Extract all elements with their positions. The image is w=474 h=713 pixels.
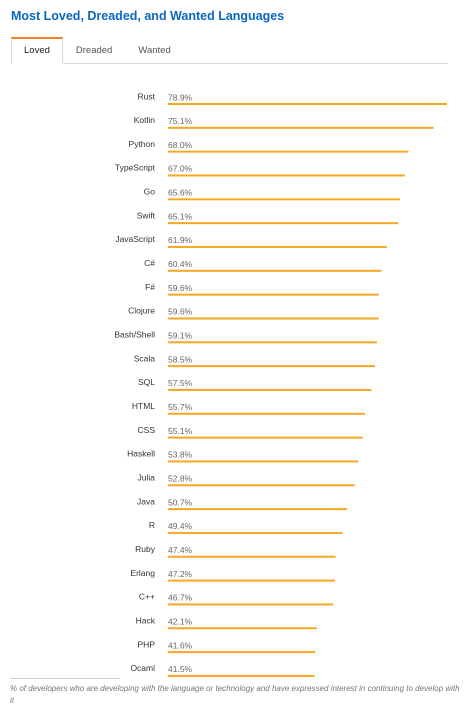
category-label: Java [137, 496, 155, 506]
value-label: 78.9% [168, 92, 193, 102]
bar [168, 150, 409, 153]
category-label: Clojure [128, 306, 155, 316]
bar [168, 651, 316, 654]
category-label: CSS [138, 425, 156, 435]
bar [168, 484, 355, 487]
category-label: Rust [138, 91, 156, 101]
value-label: 41.6% [168, 640, 193, 650]
value-label: 57.5% [168, 378, 193, 388]
category-label: Erlang [130, 568, 155, 578]
footnote: % of developers who are developing with … [10, 684, 460, 705]
bar [168, 460, 359, 463]
category-label: SQL [138, 377, 155, 387]
category-label: Bash/Shell [114, 330, 155, 340]
value-label: 68.0% [168, 140, 193, 150]
category-label: R [149, 520, 155, 530]
value-label: 65.6% [168, 188, 193, 198]
value-label: 55.7% [168, 402, 193, 412]
value-label: 61.9% [168, 235, 193, 245]
value-label: 59.6% [168, 283, 193, 293]
tab[interactable]: Wanted [138, 45, 171, 56]
category-label: JavaScript [115, 234, 155, 244]
bar [168, 579, 335, 582]
category-label: Swift [137, 210, 156, 220]
value-label: 46.7% [168, 593, 193, 603]
value-label: 59.1% [168, 331, 193, 341]
bar [168, 126, 434, 129]
bar [168, 531, 343, 534]
bar [168, 198, 400, 201]
category-label: C++ [139, 592, 155, 602]
tab[interactable]: Dreaded [75, 45, 113, 56]
bar [168, 603, 334, 606]
bar [168, 103, 447, 105]
bar [168, 341, 377, 344]
category-label: Ocaml [130, 663, 155, 673]
bar [168, 674, 315, 677]
bar [168, 555, 336, 558]
footnote-rule [10, 678, 120, 679]
category-label: Ruby [135, 544, 156, 554]
bar [168, 245, 387, 248]
bar [168, 317, 379, 320]
bar [168, 269, 382, 272]
bar [168, 222, 399, 225]
bar [168, 412, 365, 415]
category-label: F# [145, 282, 155, 292]
bar [168, 508, 348, 511]
category-label: Haskell [127, 449, 155, 459]
category-label: Kotlin [134, 115, 156, 125]
bar [168, 627, 317, 630]
category-label: Scala [134, 353, 156, 363]
value-label: 65.1% [168, 211, 193, 221]
value-label: 47.2% [168, 569, 193, 579]
tab[interactable]: Loved [11, 37, 63, 64]
tab-bar: Loved Dreaded Wanted [11, 37, 448, 64]
value-label: 55.1% [168, 426, 193, 436]
bar [168, 388, 372, 391]
value-label: 67.0% [168, 164, 193, 174]
value-label: 75.1% [168, 116, 193, 126]
bar [168, 174, 405, 177]
value-label: 59.6% [168, 307, 193, 317]
value-label: 53.8% [168, 450, 193, 460]
value-label: 42.1% [168, 617, 193, 627]
category-label: Go [144, 187, 156, 197]
value-label: 41.5% [168, 664, 193, 674]
category-label: PHP [138, 639, 156, 649]
value-label: 52.8% [168, 474, 193, 484]
chart-title: Most Loved, Dreaded, and Wanted Language… [11, 9, 285, 23]
value-label: 60.4% [168, 259, 193, 269]
value-label: 50.7% [168, 497, 193, 507]
value-label: 49.4% [168, 521, 193, 531]
value-label: 58.5% [168, 354, 193, 364]
category-label: Python [129, 139, 156, 149]
bar [168, 436, 363, 439]
value-label: 47.4% [168, 545, 193, 555]
category-label: Hack [136, 616, 156, 626]
bar [168, 365, 375, 368]
category-label: TypeScript [115, 163, 156, 173]
bar [168, 293, 379, 296]
category-label: HTML [132, 401, 155, 411]
category-label: C# [144, 258, 155, 268]
category-label: Julia [138, 473, 156, 483]
